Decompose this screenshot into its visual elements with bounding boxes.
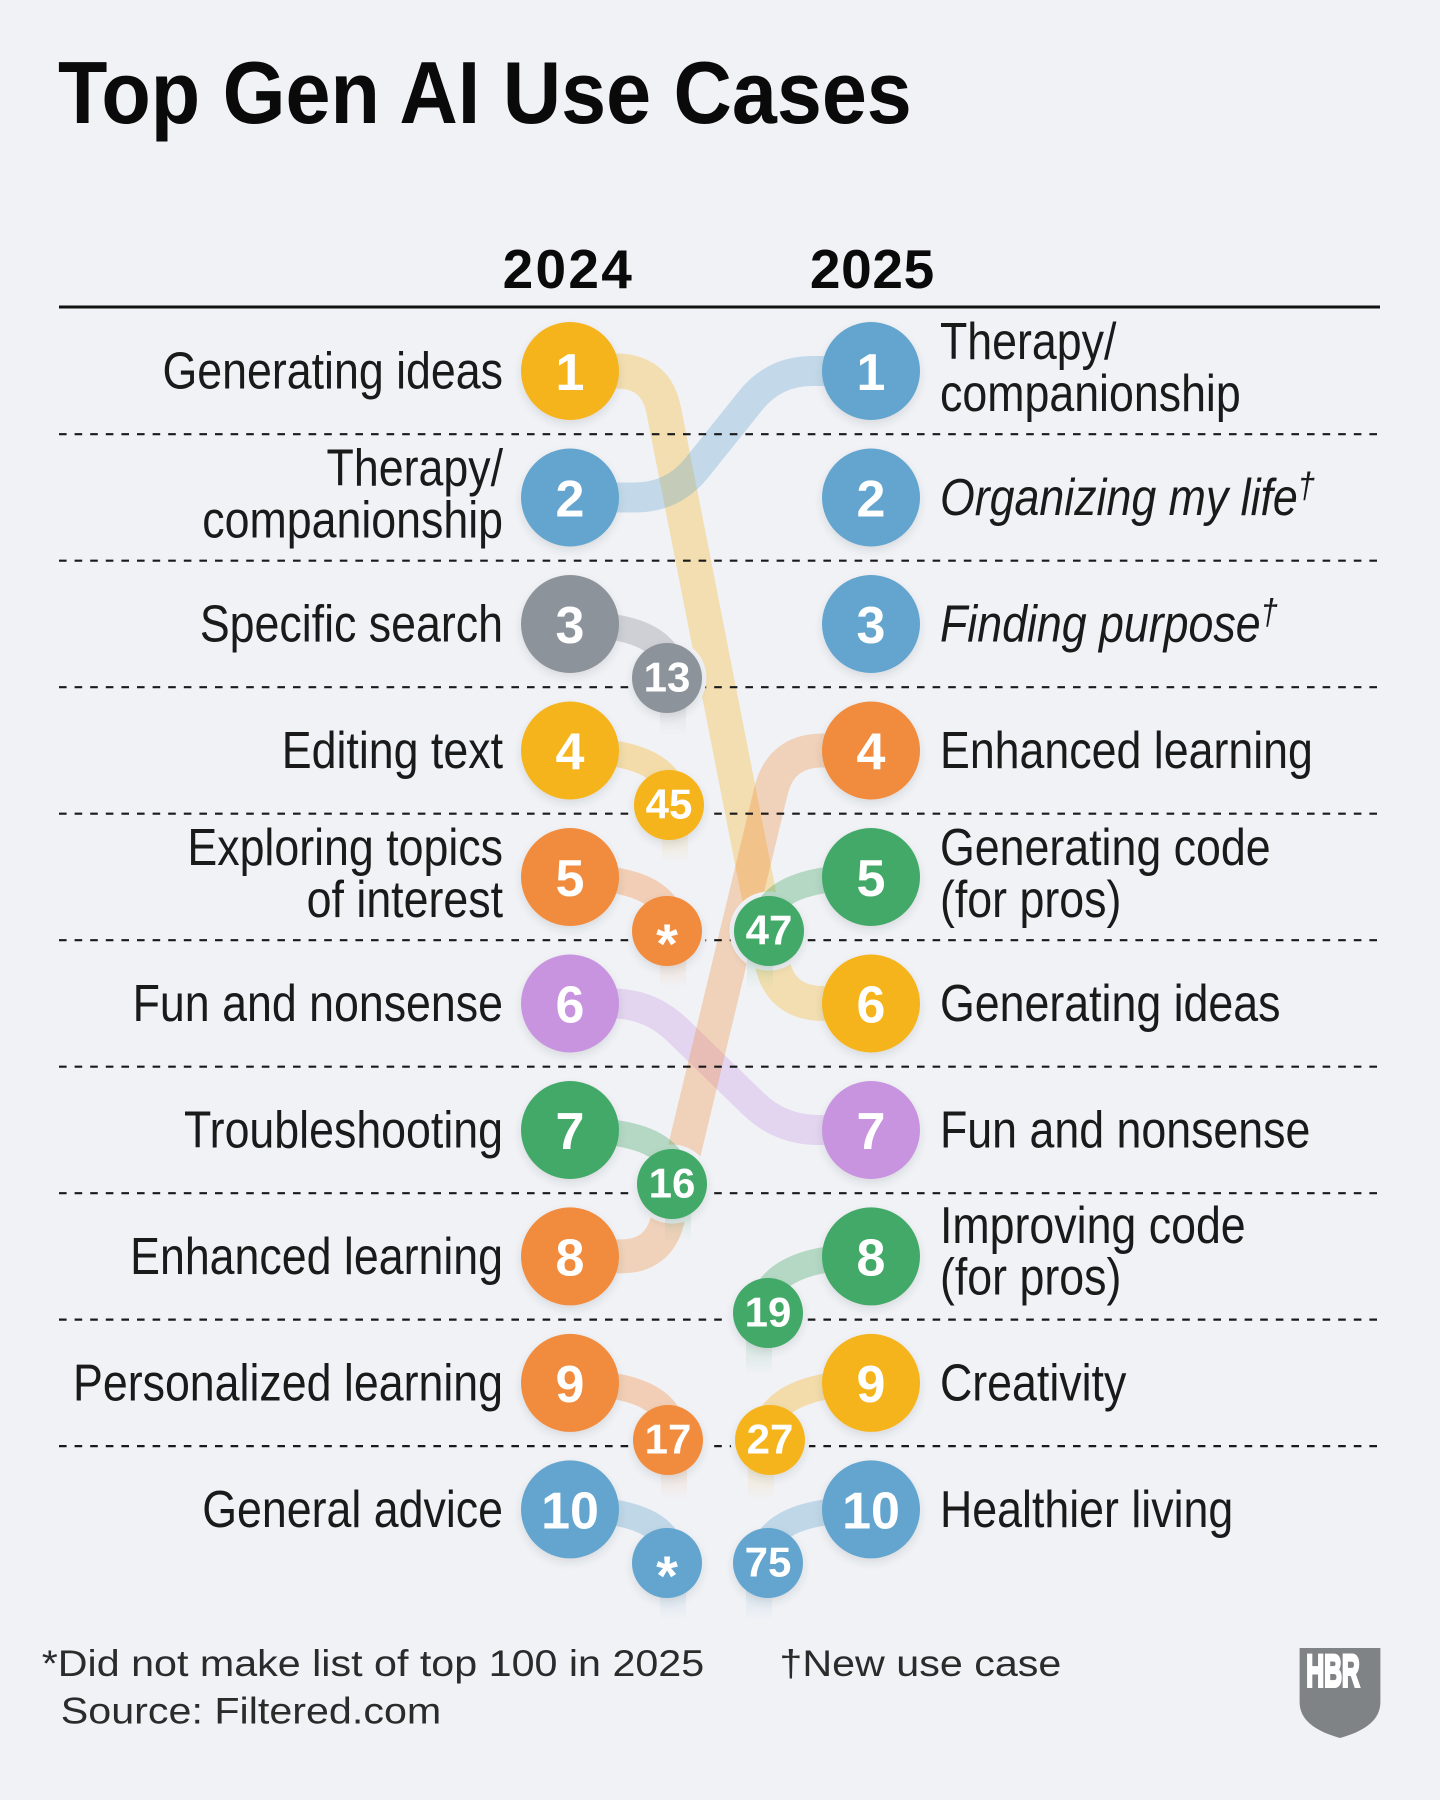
svg-text:75: 75 — [745, 1539, 792, 1586]
svg-text:9: 9 — [857, 1356, 886, 1414]
svg-text:Creativity: Creativity — [940, 1354, 1127, 1412]
svg-text:8: 8 — [556, 1229, 585, 1287]
svg-text:1: 1 — [857, 344, 886, 402]
svg-text:Therapy/: Therapy/ — [327, 440, 504, 498]
svg-text:19: 19 — [745, 1289, 792, 1336]
svg-text:Exploring topics: Exploring topics — [187, 819, 503, 877]
svg-text:5: 5 — [857, 850, 886, 908]
svg-text:Source: Filtered.com: Source: Filtered.com — [61, 1690, 441, 1732]
svg-text:Therapy/: Therapy/ — [940, 313, 1117, 371]
svg-text:4: 4 — [556, 724, 585, 782]
svg-text:2: 2 — [556, 471, 585, 529]
svg-text:10: 10 — [842, 1482, 900, 1540]
svg-text:companionship: companionship — [940, 365, 1241, 423]
svg-text:1: 1 — [556, 344, 585, 402]
svg-text:7: 7 — [857, 1103, 886, 1161]
svg-text:3: 3 — [556, 597, 585, 655]
svg-text:2025: 2025 — [810, 238, 935, 300]
svg-text:Specific search: Specific search — [200, 595, 503, 653]
svg-text:Generating code: Generating code — [940, 819, 1271, 877]
svg-text:Enhanced learning: Enhanced learning — [130, 1228, 503, 1286]
svg-text:(for pros): (for pros) — [940, 1248, 1121, 1306]
svg-text:10: 10 — [541, 1482, 599, 1540]
svg-text:Troubleshooting: Troubleshooting — [184, 1101, 503, 1159]
svg-text:Personalized learning: Personalized learning — [73, 1354, 503, 1412]
svg-text:General advice: General advice — [202, 1481, 503, 1539]
svg-text:2: 2 — [857, 471, 886, 529]
svg-text:17: 17 — [645, 1416, 692, 1463]
svg-text:Healthier living: Healthier living — [940, 1481, 1233, 1539]
svg-text:45: 45 — [646, 781, 693, 828]
svg-text:47: 47 — [746, 907, 793, 954]
svg-text:Editing text: Editing text — [282, 722, 504, 780]
svg-text:Top Gen AI Use Cases: Top Gen AI Use Cases — [58, 43, 912, 142]
svg-text:27: 27 — [747, 1416, 794, 1463]
svg-text:6: 6 — [556, 977, 585, 1035]
svg-text:2024: 2024 — [503, 238, 635, 300]
svg-text:*: * — [656, 1544, 678, 1607]
svg-text:Finding purpose†: Finding purpose† — [940, 593, 1278, 653]
svg-text:of interest: of interest — [307, 871, 504, 929]
svg-text:Enhanced learning: Enhanced learning — [940, 722, 1313, 780]
svg-text:5: 5 — [556, 850, 585, 908]
svg-text:Organizing my life†: Organizing my life† — [940, 467, 1315, 527]
svg-text:3: 3 — [857, 597, 886, 655]
svg-text:companionship: companionship — [202, 491, 503, 549]
svg-text:9: 9 — [556, 1356, 585, 1414]
svg-text:16: 16 — [649, 1160, 696, 1207]
svg-text:7: 7 — [556, 1103, 585, 1161]
svg-text:Generating ideas: Generating ideas — [940, 975, 1281, 1033]
svg-text:*: * — [656, 912, 678, 975]
svg-text:†New use case: †New use case — [779, 1643, 1061, 1685]
svg-text:*Did not make list of top 100: *Did not make list of top 100 in 2025 — [42, 1643, 704, 1685]
svg-text:6: 6 — [857, 977, 886, 1035]
svg-text:Fun and nonsense: Fun and nonsense — [940, 1101, 1310, 1159]
svg-text:Improving code: Improving code — [940, 1197, 1246, 1255]
svg-text:HBR: HBR — [1306, 1646, 1360, 1697]
svg-text:(for pros): (for pros) — [940, 871, 1121, 929]
svg-text:8: 8 — [857, 1229, 886, 1287]
svg-text:4: 4 — [857, 724, 886, 782]
svg-text:13: 13 — [644, 654, 691, 701]
svg-text:Fun and nonsense: Fun and nonsense — [133, 975, 503, 1033]
svg-text:Generating ideas: Generating ideas — [162, 342, 503, 400]
